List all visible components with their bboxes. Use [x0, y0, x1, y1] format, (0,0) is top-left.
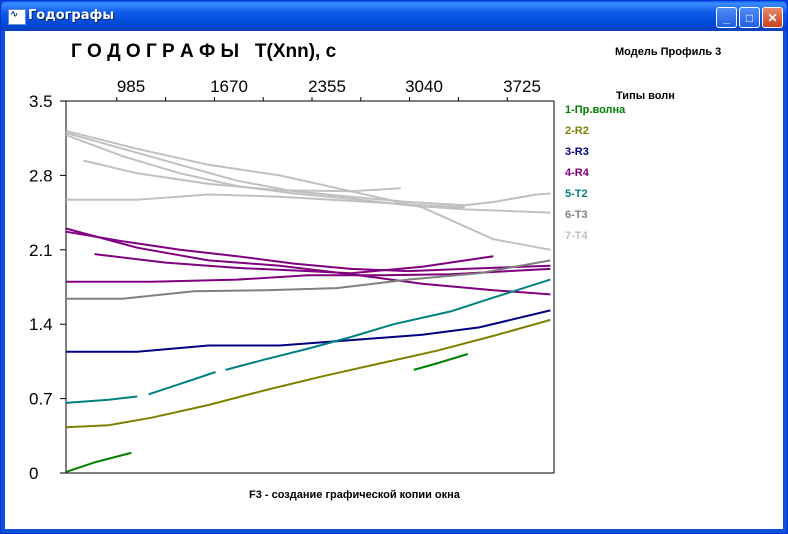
- series-line: [65, 227, 551, 296]
- minimize-button[interactable]: _: [716, 7, 737, 28]
- chart-icon[interactable]: ∿: [8, 9, 26, 25]
- legend-item: 7-T4: [565, 230, 589, 242]
- series-lines: [65, 129, 551, 473]
- legend-item: 5-T2: [565, 188, 588, 200]
- series-line: [148, 371, 216, 396]
- series-line: [65, 318, 551, 429]
- series-line: [413, 353, 469, 371]
- legend-title: Типы волн: [616, 90, 675, 102]
- y-tick-label: 0.7: [29, 390, 53, 409]
- series-line: [66, 193, 465, 209]
- series-line: [225, 278, 551, 371]
- x-tick-label: 3725: [503, 77, 541, 96]
- series-line: [94, 253, 494, 275]
- hodograph-chart: Г О Д О Г Р А Ф Ы T(Xnn), с Модель Профи…: [29, 41, 721, 501]
- window-title: Годографы: [28, 8, 115, 23]
- y-tick-label: 2.8: [29, 166, 53, 185]
- footer-hint: F3 - создание графической копии окна: [249, 489, 461, 501]
- y-tick-label: 1.4: [29, 315, 53, 334]
- title-bar[interactable]: ∿ Годографы _ □ ✕: [1, 1, 787, 31]
- series-line: [65, 230, 551, 273]
- chart-area: Г О Д О Г Р А Ф Ы T(Xnn), с Модель Профи…: [5, 31, 783, 529]
- x-tick-label: 1670: [210, 77, 248, 96]
- legend-item: 6-T3: [565, 209, 588, 221]
- series-line: [65, 451, 132, 473]
- maximize-button[interactable]: □: [739, 7, 760, 28]
- legend: 1-Пр.волна 2-R2 3-R3 4-R4 5-T2 6-T3 7-T4: [565, 104, 626, 242]
- close-button[interactable]: ✕: [762, 7, 783, 28]
- x-tick-label: 3040: [405, 77, 443, 96]
- x-tick-label: 985: [117, 77, 145, 96]
- series-line: [65, 395, 138, 404]
- series-line: [65, 129, 551, 251]
- y-tick-label: 2.1: [29, 241, 53, 260]
- series-line: [65, 134, 551, 214]
- series-line: [66, 267, 551, 283]
- y-tick-label: 0: [29, 464, 38, 483]
- y-axis: 3.5 2.8 2.1 1.4 0.7 0: [29, 92, 66, 483]
- plot-frame: [65, 100, 555, 474]
- x-tick-label: 2355: [308, 77, 346, 96]
- model-label: Модель Профиль 3: [615, 46, 721, 58]
- series-line: [66, 259, 551, 300]
- series-line: [65, 131, 551, 207]
- legend-item: 4-R4: [565, 167, 590, 179]
- chart-title: Г О Д О Г Р А Ф Ы T(Xnn), с: [71, 41, 337, 62]
- legend-item: 3-R3: [565, 146, 589, 158]
- x-axis: 985 1670 2355 3040 3725: [116, 77, 541, 101]
- y-tick-label: 3.5: [29, 92, 53, 111]
- legend-item: 1-Пр.волна: [565, 104, 626, 116]
- legend-item: 2-R2: [565, 125, 589, 137]
- series-line: [66, 309, 551, 353]
